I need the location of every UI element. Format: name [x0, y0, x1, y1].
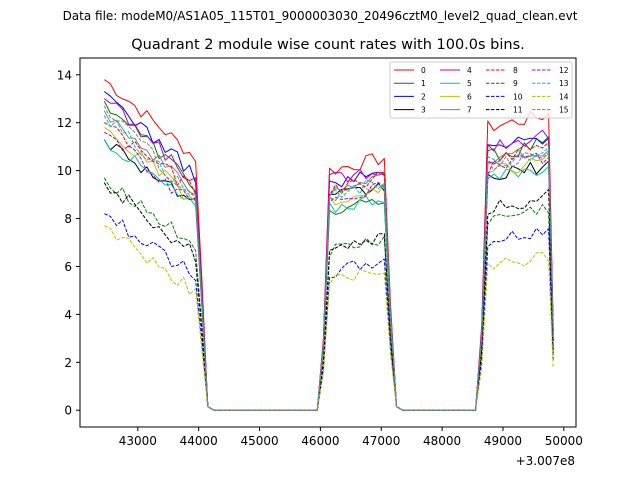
x-offset-label: +3.007e8: [516, 454, 575, 468]
y-tick-label: 14: [57, 68, 72, 82]
axes-frame: [79, 57, 577, 428]
legend-box: [389, 61, 573, 119]
series-line-14: [104, 225, 554, 411]
legend-label-5: 5: [467, 79, 472, 88]
x-tick-label: 47000: [362, 434, 400, 448]
legend-label-9: 9: [513, 79, 518, 88]
x-tick-label: 44000: [180, 434, 218, 448]
series-line-10: [104, 213, 554, 411]
legend-label-7: 7: [467, 106, 472, 115]
legend-label-11: 11: [513, 106, 523, 115]
series-line-13: [103, 115, 554, 411]
legend-label-14: 14: [559, 92, 569, 101]
x-tick-label: 46000: [301, 434, 339, 448]
legend-label-1: 1: [421, 79, 426, 88]
legend-label-6: 6: [467, 92, 472, 101]
figure-suptitle: Data file: modeM0/AS1A05_115T01_90000030…: [63, 9, 578, 23]
legend-label-8: 8: [513, 66, 518, 75]
x-axis: 43000 44000 45000 46000 47000 48000 49000 50000: [119, 427, 583, 448]
y-axis: 0 2 4 6 8 10 12 14: [57, 68, 80, 418]
legend-label-10: 10: [513, 92, 523, 101]
series-line-11: [103, 182, 554, 411]
y-tick-label: 4: [64, 308, 72, 322]
y-tick-label: 6: [64, 260, 72, 274]
legend-label-15: 15: [559, 106, 569, 115]
y-tick-label: 12: [57, 116, 72, 130]
plot-lines: [103, 79, 554, 411]
series-line-8: [104, 122, 554, 411]
x-tick-label: 49000: [484, 434, 522, 448]
legend-label-3: 3: [421, 106, 426, 115]
x-tick-label: 45000: [240, 434, 278, 448]
x-tick-label: 48000: [423, 434, 461, 448]
legend-label-13: 13: [559, 79, 569, 88]
y-tick-label: 10: [57, 164, 72, 178]
x-tick-label: 50000: [545, 434, 583, 448]
legend-label-0: 0: [421, 66, 426, 75]
legend-label-12: 12: [559, 66, 569, 75]
legend-label-2: 2: [421, 92, 426, 101]
chart-title: Quadrant 2 module wise count rates with …: [131, 37, 525, 53]
y-tick-label: 0: [64, 404, 72, 418]
series-line-15: [103, 105, 554, 411]
legend-label-4: 4: [467, 66, 472, 75]
y-tick-label: 8: [64, 212, 72, 226]
y-tick-label: 2: [64, 356, 72, 370]
x-tick-label: 43000: [119, 434, 157, 448]
